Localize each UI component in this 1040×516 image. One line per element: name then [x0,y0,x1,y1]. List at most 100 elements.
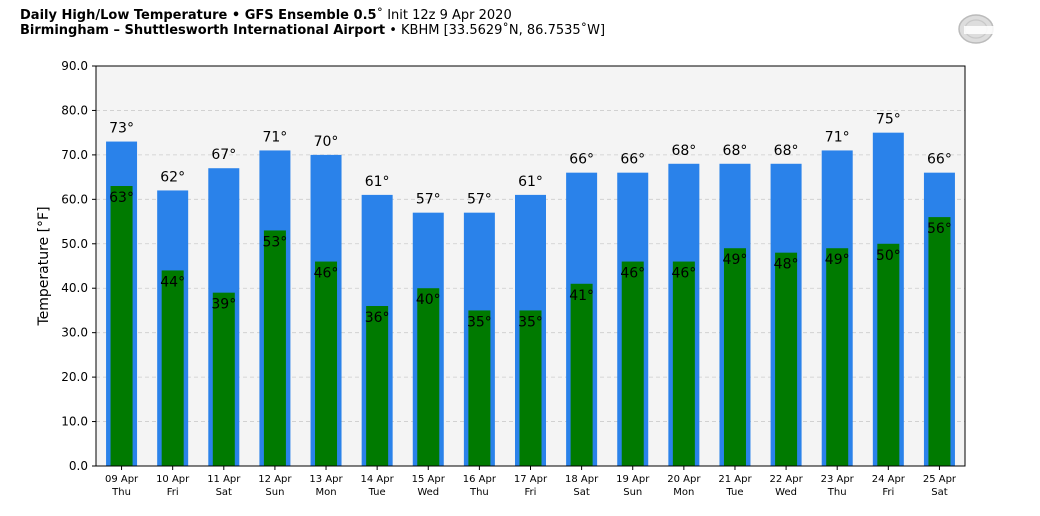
high-label: 70° [314,134,339,150]
x-tick-date: 23 Apr [821,474,855,485]
x-tick-date: 17 Apr [514,474,548,485]
high-label: 57° [467,192,492,208]
x-tick-day: Sat [931,487,947,498]
x-tick-day: Fri [525,487,537,498]
y-tick-label: 80.0 [61,103,88,117]
y-tick-label: 90.0 [61,59,88,73]
low-bar [263,230,286,466]
x-tick-date: 25 Apr [923,474,957,485]
low-label: 49° [723,252,748,268]
title-init: ˚ Init 12z 9 Apr 2020 [376,8,512,23]
weatherbell-logo [956,12,1018,46]
y-tick-label: 30.0 [61,326,88,340]
chart-title: Daily High/Low Temperature • GFS Ensembl… [20,8,605,23]
bars [106,132,955,467]
high-label: 67° [211,147,236,163]
x-tick-day: Wed [417,487,439,498]
x-tick-day: Sat [216,487,232,498]
low-label: 49° [825,252,850,268]
low-bar [723,248,746,466]
x-tick-date: 15 Apr [412,474,446,485]
x-tick-day: Thu [469,487,489,498]
low-bar [468,310,491,466]
high-label: 71° [825,129,850,145]
x-tick-day: Sun [265,487,284,498]
x-tick-day: Mon [315,487,336,498]
low-label: 56° [927,221,952,237]
low-label: 48° [774,257,799,273]
x-tick-date: 10 Apr [156,474,190,485]
x-tick-day: Sun [623,487,642,498]
low-label: 35° [467,314,492,330]
low-bar [775,252,798,466]
x-tick-day: Fri [167,487,179,498]
low-label: 40° [416,292,441,308]
subtitle-coords: • KBHM [33.5629˚N, 86.7535˚W] [385,23,606,38]
low-bar [315,261,338,466]
x-tick-date: 13 Apr [309,474,343,485]
x-tick-day: Tue [725,487,743,498]
x-tick-day: Wed [775,487,797,498]
high-label: 66° [569,152,594,168]
high-label: 75° [876,112,901,128]
high-label: 68° [774,143,799,159]
y-tick-label: 70.0 [61,148,88,162]
low-bar [161,270,184,466]
high-label: 62° [160,169,185,185]
x-tick-day: Tue [368,487,386,498]
y-tick-label: 20.0 [61,370,88,384]
low-bar [826,248,849,466]
low-bar [366,306,389,466]
title-main: Daily High/Low Temperature • GFS Ensembl… [20,8,377,23]
x-tick-day: Mon [673,487,694,498]
y-tick-label: 0.0 [69,459,88,473]
x-tick-date: 12 Apr [258,474,292,485]
high-label: 57° [416,192,441,208]
data-labels: 73° 63° 62° 44° 67° 39° 71° 53° 70° 46° 61° 36° 57° 4… [109,112,952,331]
high-label: 71° [262,129,287,145]
low-label: 53° [262,234,287,250]
chart-subtitle: Birmingham – Shuttlesworth International… [20,23,605,38]
high-label: 66° [620,152,645,168]
x-tick-date: 09 Apr [105,474,139,485]
low-label: 36° [365,310,390,326]
subtitle-station: Birmingham – Shuttlesworth International… [20,23,386,38]
low-label: 39° [211,297,236,313]
x-tick-day: Fri [882,487,894,498]
high-label: 73° [109,121,134,137]
y-tick-label: 60.0 [61,192,88,206]
y-axis-label: Temperature [°F] [36,206,52,326]
high-label: 61° [365,174,390,190]
x-tick-date: 24 Apr [872,474,906,485]
low-bar [212,292,235,466]
low-label: 46° [620,266,645,282]
x-tick-date: 20 Apr [667,474,701,485]
low-label: 50° [876,248,901,264]
high-label: 66° [927,152,952,168]
high-label: 61° [518,174,543,190]
low-label: 63° [109,190,134,206]
low-bar [110,186,133,466]
low-bar [570,283,593,466]
low-bar [519,310,542,466]
low-bar [877,243,900,466]
y-tick-label: 10.0 [61,415,88,429]
x-tick-date: 21 Apr [718,474,752,485]
low-label: 41° [569,288,594,304]
low-bar [928,217,951,466]
high-label: 68° [723,143,748,159]
x-tick-day: Sat [573,487,589,498]
x-tick-day: Thu [111,487,131,498]
low-label: 35° [518,314,543,330]
x-tick-date: 22 Apr [769,474,803,485]
x-tick-date: 19 Apr [616,474,650,485]
x-tick-date: 11 Apr [207,474,241,485]
low-label: 44° [160,274,185,290]
low-bar [672,261,695,466]
x-tick-day: Thu [827,487,847,498]
x-tick-date: 18 Apr [565,474,599,485]
high-label: 68° [671,143,696,159]
chart-header: Daily High/Low Temperature • GFS Ensembl… [20,8,605,38]
low-bar [621,261,644,466]
